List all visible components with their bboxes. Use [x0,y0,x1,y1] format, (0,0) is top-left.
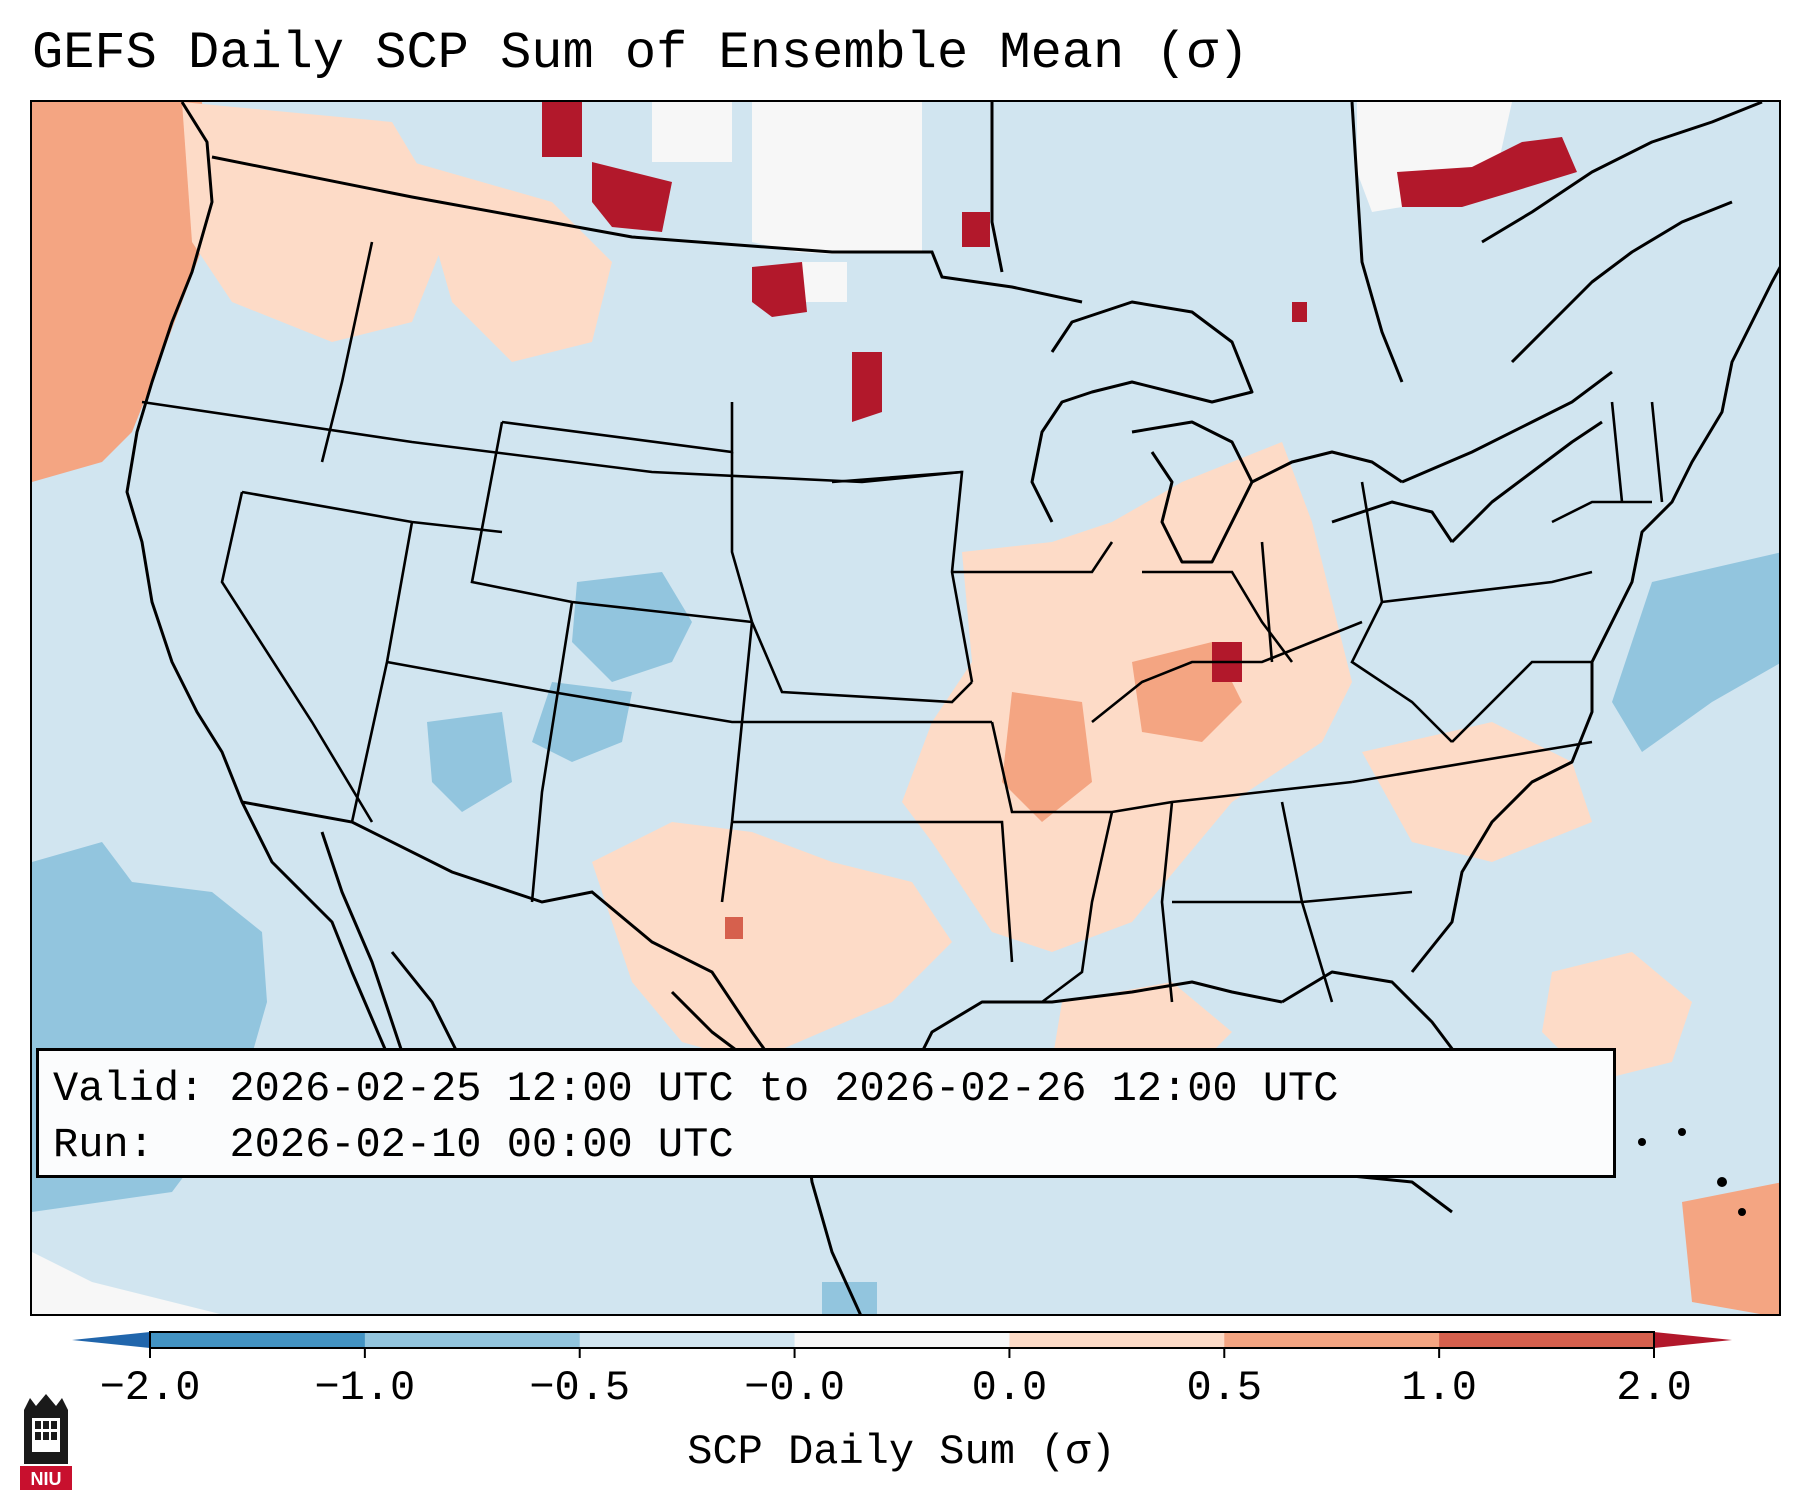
colorbar-bin [1439,1332,1654,1348]
anomaly-patch-minnesota-border [852,352,882,422]
anomaly-patch-idaho-montana [412,162,612,362]
niu-logo-icon: NIU [20,1392,72,1492]
colorbar-bin [1009,1332,1224,1348]
colorbar-tick-label: 0.5 [1186,1364,1262,1412]
valid-row: Valid: 2026-02-25 12:00 UTC to 2026-02-2… [53,1061,1599,1117]
colorbar-over-arrow [1654,1332,1732,1348]
anomaly-patch-alberta [542,102,582,157]
validity-info-box: Valid: 2026-02-25 12:00 UTC to 2026-02-2… [36,1048,1616,1178]
colorbar-tick-label: 1.0 [1401,1364,1477,1412]
colorbar-tick-label: 0.0 [972,1364,1048,1412]
run-time: 2026-02-10 00:00 UTC [229,1121,733,1169]
colorbar-label: SCP Daily Sum (σ) [0,1428,1803,1476]
anomaly-patch-mississippi-valley [902,442,1352,952]
anomaly-patch-new-mexico [532,682,632,762]
colorbar-tick-label: −1.0 [314,1364,415,1412]
colorbar-tick-label: −2.0 [100,1364,201,1412]
anomaly-patch-carolinas [1362,722,1592,862]
valid-label: Valid: [53,1065,204,1113]
colorbar-bin [365,1332,580,1348]
anomaly-patch-north-dakota [752,262,807,317]
anomaly-patch-saskatchewan [592,162,672,232]
colorbar-bin [580,1332,795,1348]
colorbar [72,1320,1732,1360]
run-label: Run: [53,1121,154,1169]
colorbar-tick-label: 2.0 [1616,1364,1692,1412]
map-title: GEFS Daily SCP Sum of Ensemble Mean (σ) [32,24,1249,83]
niu-logo-text: NIU [31,1469,62,1489]
colorbar-bin [795,1332,1010,1348]
anomaly-patch-southern-plains [592,822,952,1062]
anomaly-patch-northern-ontario [1292,302,1307,322]
anomaly-patch-texas-red [725,917,743,939]
anomaly-patch-washington [182,102,452,342]
colorbar-tick-label: −0.0 [744,1364,845,1412]
anomaly-patch-caribbean [1682,1182,1781,1316]
colorbar-under-arrow [72,1332,150,1348]
run-row: Run: 2026-02-10 00:00 UTC [53,1117,1599,1173]
valid-time: 2026-02-25 12:00 UTC to 2026-02-26 12:00… [229,1065,1338,1113]
colorbar-bin [1224,1332,1439,1348]
anomaly-patch-western-atlantic [1612,552,1781,752]
anomaly-patch-arizona [427,712,512,812]
anomaly-patch-manitoba [962,212,990,247]
colorbar-tick-label: −0.5 [529,1364,630,1412]
anomaly-patch-colorado [572,572,692,682]
colorbar-bin [150,1332,365,1348]
